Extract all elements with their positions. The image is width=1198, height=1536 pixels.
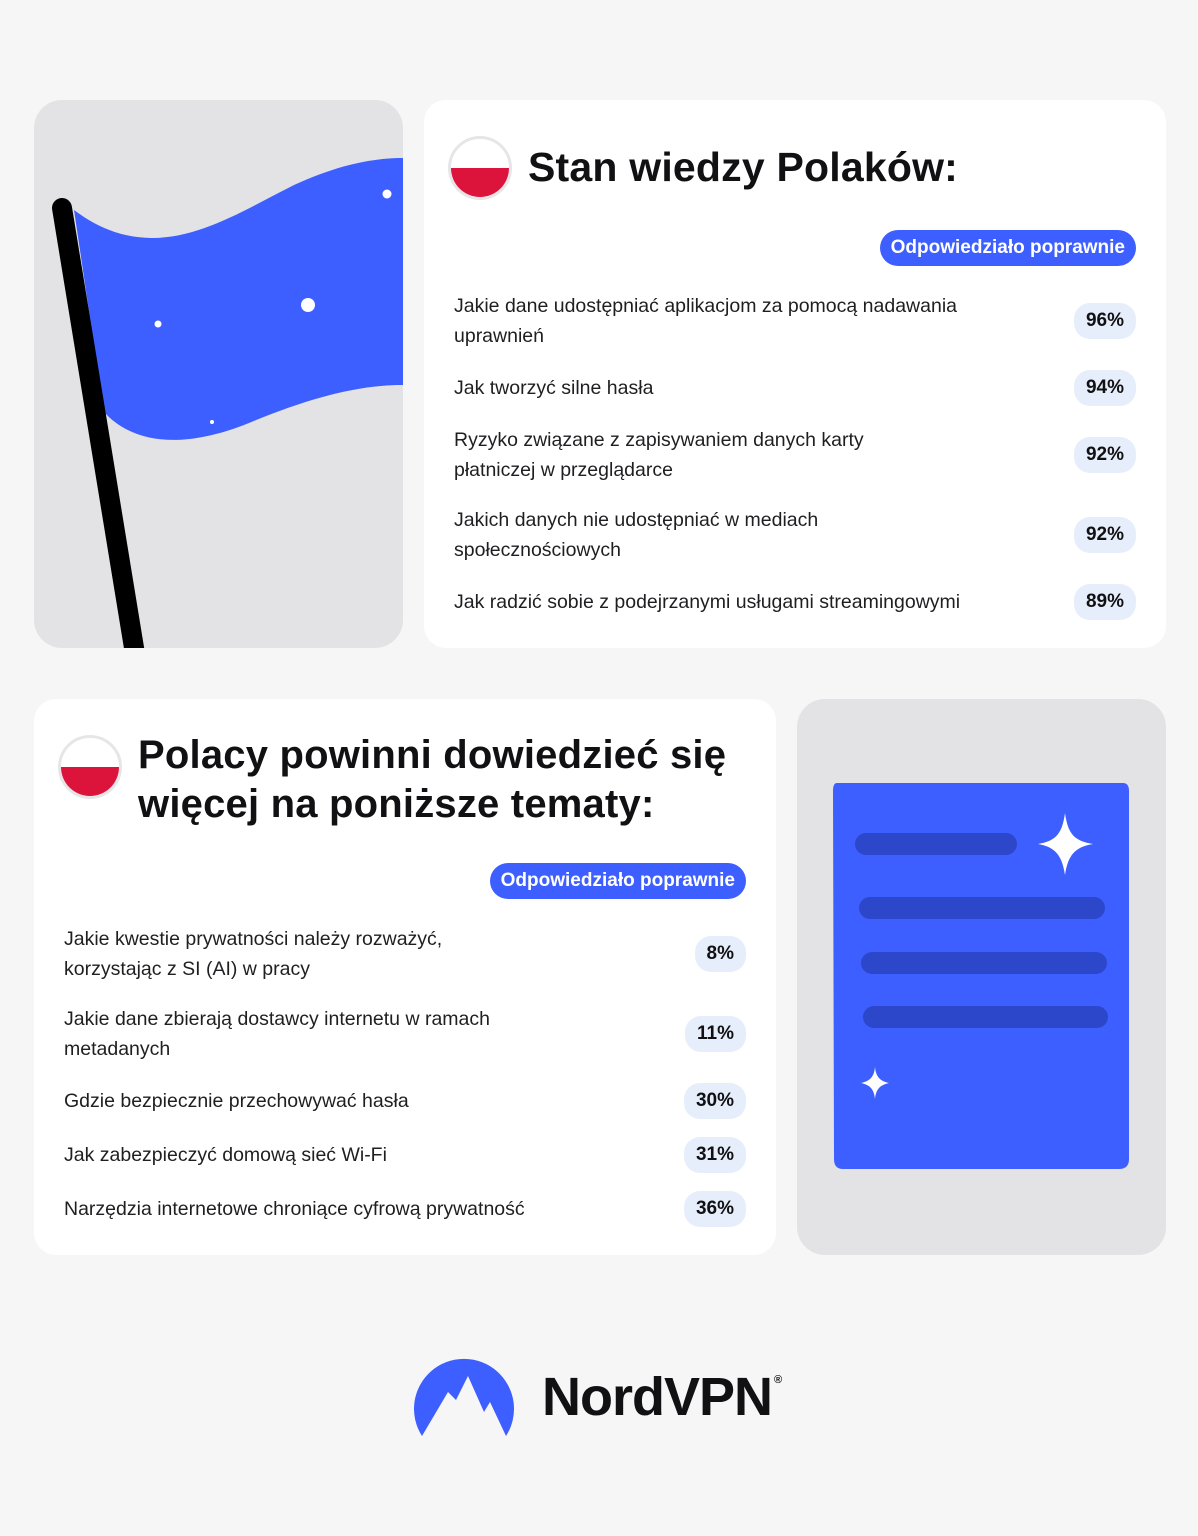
item-percentage: 30% <box>683 1083 746 1119</box>
section2-title-line2: więcej na poniższe tematy: <box>138 782 655 826</box>
item-question: Ryzyko związane z zapisywaniem danych ka… <box>454 429 864 481</box>
correct-answers-badge: Odpowiedziało poprawnie <box>489 863 746 899</box>
item-percentage: 36% <box>683 1191 746 1227</box>
item-question: Narzędzia internetowe chroniące cyfrową … <box>64 1198 525 1220</box>
list-item: Jakie kwestie prywatności należy rozważy… <box>64 924 746 984</box>
document-illustration <box>797 699 1166 1255</box>
item-question: Jak zabezpieczyć domową sieć Wi-Fi <box>64 1144 387 1166</box>
section1-title: Stan wiedzy Polaków: <box>528 144 959 190</box>
document-sparkle-icon <box>833 783 1129 1169</box>
list-item: Gdzie bezpiecznie przechowywać hasła 30% <box>64 1083 746 1119</box>
item-question: Jakie dane zbierają dostawcy internetu w… <box>64 1008 490 1060</box>
learning-needs-card: Polacy powinni dowiedzieć się więcej na … <box>34 699 776 1255</box>
list-item: Narzędzia internetowe chroniące cyfrową … <box>64 1191 746 1227</box>
registered-mark: ® <box>774 1374 783 1386</box>
item-percentage: 92% <box>1073 517 1136 553</box>
item-question: Jakich danych nie udostępniać w mediach … <box>454 509 819 561</box>
nordvpn-logo: NordVPN ® <box>412 1352 792 1442</box>
item-percentage: 89% <box>1073 584 1136 620</box>
list-item: Jak tworzyć silne hasła 94% <box>454 370 1136 406</box>
list-item: Jakie dane zbierają dostawcy internetu w… <box>64 1004 746 1064</box>
poland-flag-icon <box>448 136 512 200</box>
list-item: Jak radzić sobie z podejrzanymi usługami… <box>454 584 1136 620</box>
list-item: Ryzyko związane z zapisywaniem danych ka… <box>454 425 1136 485</box>
item-percentage: 31% <box>683 1137 746 1173</box>
section2-title-line1: Polacy powinni dowiedzieć się <box>138 733 727 777</box>
item-percentage: 92% <box>1073 437 1136 473</box>
list-item: Jakich danych nie udostępniać w mediach … <box>454 505 1136 565</box>
flag-illustration <box>34 100 403 648</box>
item-percentage: 11% <box>685 1016 746 1052</box>
knowledge-card: Stan wiedzy Polaków: Odpowiedziało popra… <box>424 100 1166 648</box>
section2-title: Polacy powinni dowiedzieć się więcej na … <box>138 731 726 829</box>
nordvpn-mountain-icon <box>414 1358 514 1436</box>
list-item: Jak zabezpieczyć domową sieć Wi-Fi 31% <box>64 1137 746 1173</box>
section1-list: Jakie dane udostępniać aplikacjom za pom… <box>454 100 1136 648</box>
logo-wordmark: NordVPN <box>542 1367 773 1427</box>
item-question: Jakie kwestie prywatności należy rozważy… <box>64 928 443 980</box>
item-percentage: 96% <box>1073 303 1136 339</box>
item-question: Jak tworzyć silne hasła <box>454 377 654 399</box>
item-question: Jakie dane udostępniać aplikacjom za pom… <box>454 295 957 347</box>
section2-list: Jakie kwestie prywatności należy rozważy… <box>64 699 746 1255</box>
list-item: Jakie dane udostępniać aplikacjom za pom… <box>454 291 1136 351</box>
poland-flag-icon <box>58 735 122 799</box>
item-question: Gdzie bezpiecznie przechowywać hasła <box>64 1090 409 1112</box>
item-question: Jak radzić sobie z podejrzanymi usługami… <box>454 591 961 613</box>
item-percentage: 8% <box>694 936 746 972</box>
item-percentage: 94% <box>1073 370 1136 406</box>
waving-flag-icon <box>52 158 403 648</box>
correct-answers-badge: Odpowiedziało poprawnie <box>879 230 1136 266</box>
